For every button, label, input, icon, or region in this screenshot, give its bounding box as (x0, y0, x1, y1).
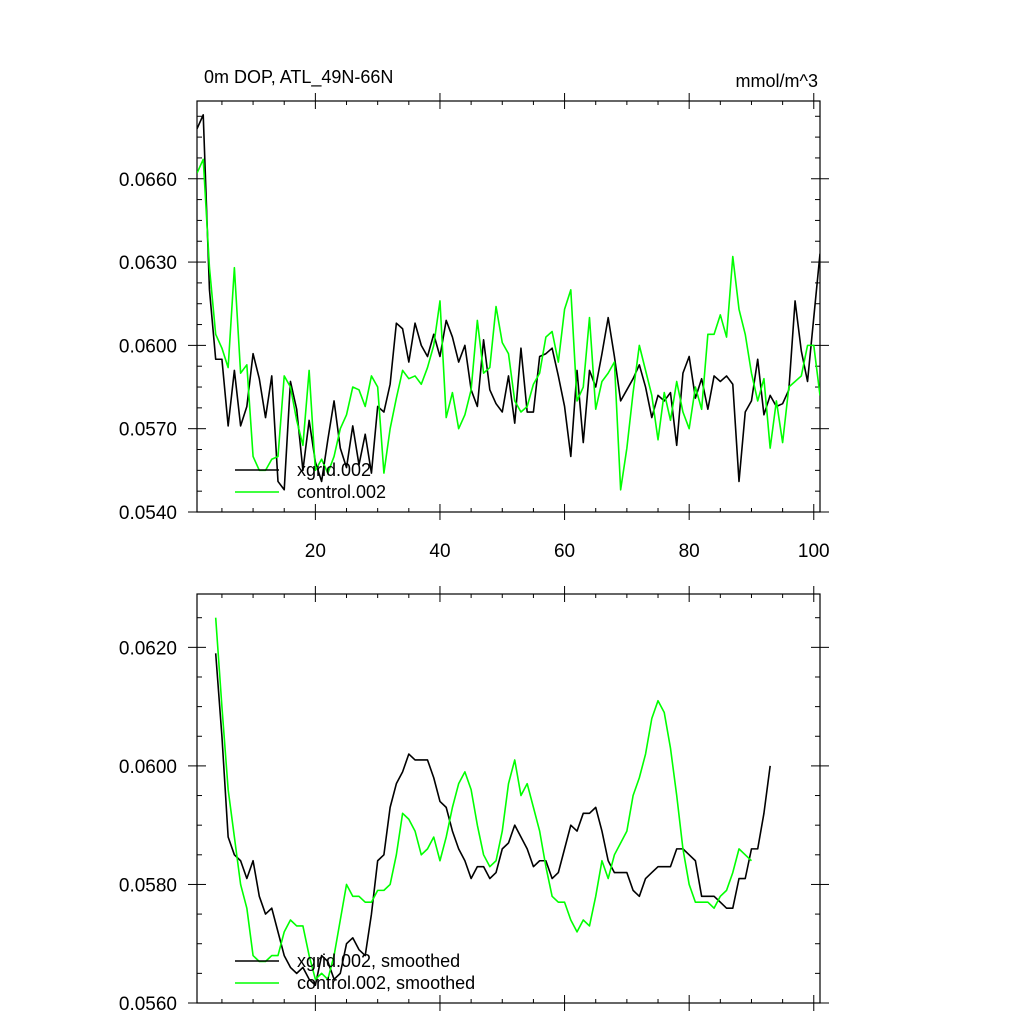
y-tick-label: 0.0570 (119, 420, 177, 441)
series-line-control-002 (197, 158, 820, 491)
plot-frame (196, 593, 821, 1004)
series-line-xgrid-002 (197, 114, 820, 491)
x-tick-label: 40 (429, 541, 450, 562)
top-panel: 0m DOP, ATL_49N-66N mmol/m^3 20 40 60 80 100… (119, 67, 830, 562)
y-tick-label: 0.0560 (119, 994, 177, 1015)
y-tick-label: 0.0600 (119, 336, 177, 357)
series-line-xgrid-002-smoothed (214, 653, 771, 987)
series-line-control-002-smoothed (214, 617, 753, 981)
y-tick-label: 0.0580 (119, 875, 177, 896)
x-tick-label: 60 (554, 541, 575, 562)
legend-label: control.002, smoothed (297, 973, 475, 993)
legend-label: control.002 (297, 482, 386, 502)
y-tick-label: 0.0660 (119, 170, 177, 191)
x-tick-label: 100 (798, 541, 830, 562)
y-tick-label: 0.0540 (119, 503, 177, 524)
x-tick-label: 80 (679, 541, 700, 562)
top-panel-units: mmol/m^3 (736, 71, 818, 91)
legend-label: xgrid.002 (297, 460, 371, 480)
y-tick-label: 0.0620 (119, 638, 177, 659)
y-tick-label: 0.0600 (119, 757, 177, 778)
bottom-panel: 0.0560 0.0580 0.0600 0.0620 xgrid.002, smoot… (119, 586, 829, 1015)
top-panel-title: 0m DOP, ATL_49N-66N (204, 67, 393, 88)
y-tick-label: 0.0630 (119, 253, 177, 274)
plot-frame (196, 100, 821, 513)
legend-label: xgrid.002, smoothed (297, 951, 460, 971)
x-tick-label: 20 (305, 541, 326, 562)
